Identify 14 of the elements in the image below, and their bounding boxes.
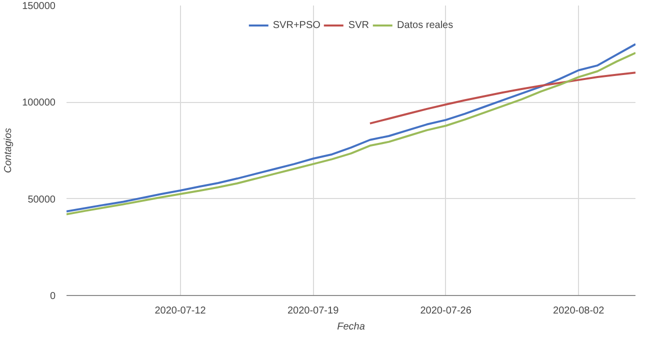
x-tick-label: 2020-08-02: [553, 306, 605, 316]
legend-label: Datos reales: [396, 20, 454, 30]
line-series: [368, 72, 636, 124]
y-tick-label: 0: [50, 291, 56, 302]
y-tick-label: 50000: [28, 194, 56, 206]
y-axis-title: Contagios: [3, 128, 14, 174]
x-tick-label: 2020-07-19: [287, 306, 340, 316]
x-tick-label: 2020-07-12: [154, 306, 206, 316]
legend-label: SVR: [348, 20, 369, 30]
y-tick-label: 100000: [22, 98, 56, 109]
y-tick-label: 150000: [22, 1, 56, 12]
legend-label: SVR+PSO: [272, 20, 320, 30]
x-axis-title: Fecha: [337, 322, 366, 332]
x-tick-label: 2020-07-26: [420, 306, 472, 316]
